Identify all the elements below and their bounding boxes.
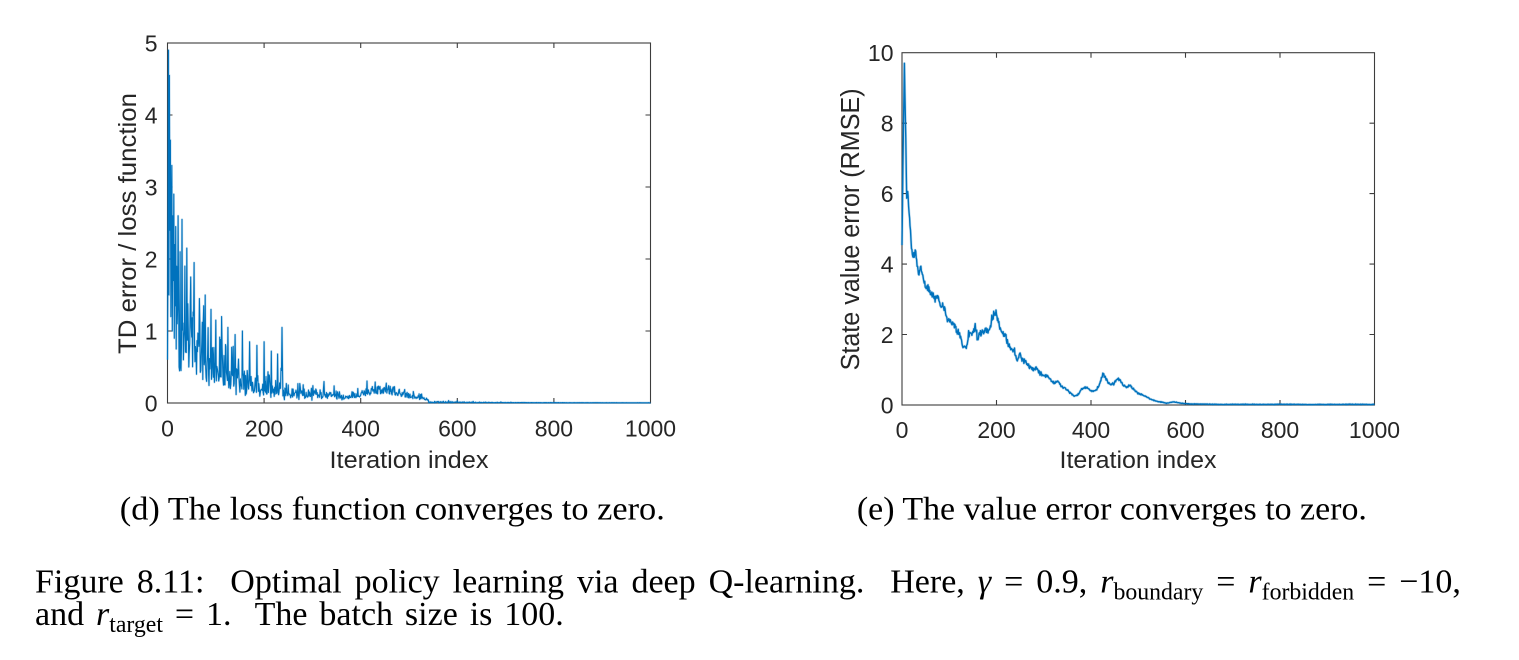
svg-text:0: 0 (145, 390, 158, 416)
svg-text:8: 8 (881, 111, 894, 137)
svg-text:600: 600 (438, 416, 476, 442)
svg-text:Iteration index: Iteration index (330, 447, 489, 474)
svg-text:200: 200 (977, 417, 1015, 443)
svg-text:6: 6 (881, 181, 894, 207)
svg-text:and rtarget = 1. The batch si: and rtarget = 1. The batch size is 100. (35, 596, 564, 638)
svg-text:Iteration index: Iteration index (1060, 447, 1217, 474)
svg-text:3: 3 (145, 174, 158, 200)
svg-text:400: 400 (342, 416, 380, 442)
svg-text:4: 4 (881, 252, 894, 278)
svg-text:200: 200 (245, 416, 283, 442)
svg-text:5: 5 (145, 30, 158, 56)
svg-text:800: 800 (535, 416, 573, 442)
svg-text:2: 2 (881, 322, 894, 348)
svg-text:2: 2 (145, 246, 158, 272)
svg-text:(d) The loss function converge: (d) The loss function converges to zero. (120, 492, 665, 528)
svg-text:0: 0 (881, 392, 894, 418)
svg-text:4: 4 (145, 102, 158, 128)
svg-text:State value error (RMSE): State value error (RMSE) (837, 88, 865, 370)
svg-text:TD error / loss function: TD error / loss function (114, 93, 142, 354)
svg-text:(e) The value error converges: (e) The value error converges to zero. (857, 492, 1367, 528)
svg-text:1: 1 (145, 318, 158, 344)
svg-text:0: 0 (896, 417, 909, 443)
svg-text:1000: 1000 (1349, 417, 1400, 443)
svg-text:10: 10 (868, 40, 894, 66)
svg-text:1000: 1000 (625, 416, 676, 442)
svg-text:Figure 8.11: Optimal policy l: Figure 8.11: Optimal policy learning via… (35, 564, 1461, 606)
svg-text:800: 800 (1261, 417, 1299, 443)
svg-text:0: 0 (161, 416, 174, 442)
svg-text:400: 400 (1072, 417, 1110, 443)
svg-text:600: 600 (1166, 417, 1204, 443)
